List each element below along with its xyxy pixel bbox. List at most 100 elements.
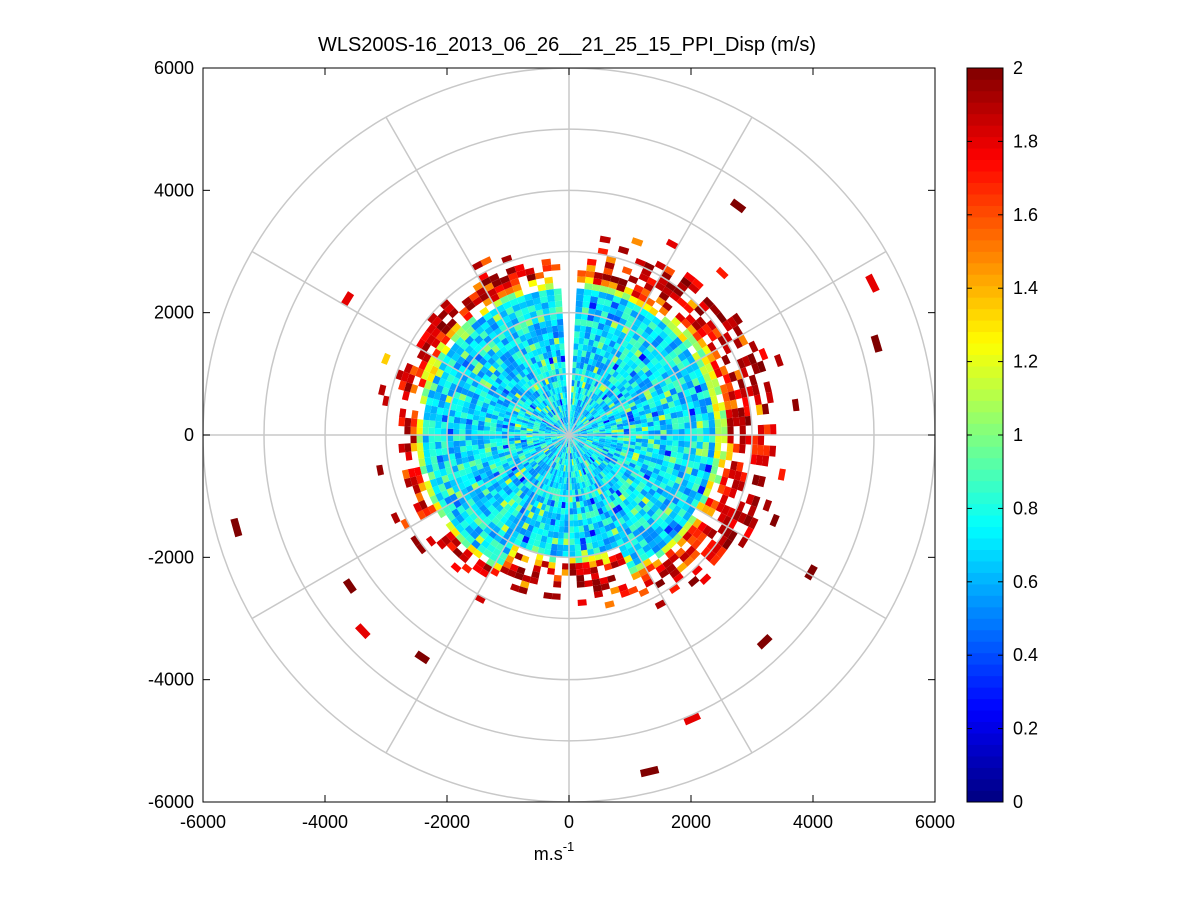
data-cell xyxy=(669,291,681,302)
data-cell xyxy=(569,508,574,515)
data-cell xyxy=(466,413,474,420)
data-cell xyxy=(524,400,532,407)
data-cell xyxy=(707,412,715,421)
data-cell xyxy=(464,395,473,403)
data-cell xyxy=(652,395,661,403)
data-cell xyxy=(618,509,627,518)
data-cell xyxy=(575,550,582,558)
colorbar-tick-label: 0 xyxy=(1013,792,1023,812)
data-cell xyxy=(666,429,673,435)
data-cell xyxy=(540,516,547,524)
data-cell xyxy=(447,441,454,448)
data-cell xyxy=(515,489,523,497)
data-cell xyxy=(489,477,498,485)
data-cell xyxy=(474,404,482,412)
data-cell xyxy=(777,468,786,481)
data-cell xyxy=(563,398,566,405)
data-cell xyxy=(588,377,594,385)
data-cell xyxy=(502,438,509,442)
data-cell xyxy=(420,330,431,342)
data-cell xyxy=(608,494,616,502)
data-cell xyxy=(502,280,513,290)
data-cell xyxy=(516,401,523,408)
data-cell xyxy=(635,438,643,443)
data-cell xyxy=(575,368,580,375)
data-cell xyxy=(484,421,491,427)
data-cell xyxy=(663,265,676,276)
data-cell xyxy=(494,284,505,294)
data-cell xyxy=(663,390,672,398)
data-cell xyxy=(748,517,759,530)
data-cell xyxy=(677,508,687,518)
data-cell xyxy=(431,463,440,472)
data-cell xyxy=(580,387,585,395)
data-cell xyxy=(650,504,660,513)
data-cell xyxy=(588,384,594,392)
data-cell xyxy=(563,410,567,418)
data-cell xyxy=(588,554,596,562)
data-cell xyxy=(468,402,477,410)
data-cell xyxy=(644,369,653,378)
data-cell xyxy=(550,500,555,507)
data-cell xyxy=(530,356,537,365)
data-cell xyxy=(573,439,578,445)
data-cell xyxy=(632,412,640,418)
data-cell xyxy=(676,537,687,548)
polar-grid xyxy=(203,68,935,802)
data-cell xyxy=(521,459,529,465)
data-cell xyxy=(545,438,552,442)
data-cell xyxy=(555,494,560,502)
data-cell xyxy=(524,382,531,390)
data-cell xyxy=(623,425,630,430)
data-cell xyxy=(422,507,432,518)
data-cell xyxy=(615,365,623,374)
data-cell xyxy=(454,452,462,460)
data-cell xyxy=(565,440,568,447)
data-cell xyxy=(586,438,593,442)
data-cell xyxy=(599,513,607,521)
data-cell xyxy=(577,488,582,496)
data-cell xyxy=(630,499,638,508)
data-cell xyxy=(577,599,587,606)
data-cell xyxy=(545,282,554,290)
data-cell xyxy=(652,558,663,569)
data-cell xyxy=(440,334,451,346)
data-cell xyxy=(579,537,587,545)
data-cell xyxy=(460,412,468,419)
data-cell xyxy=(515,504,523,512)
data-cell xyxy=(484,443,491,449)
data-cell xyxy=(608,554,618,563)
data-cell xyxy=(449,459,457,467)
data-cell xyxy=(610,347,618,356)
data-cell xyxy=(565,447,568,454)
data-cell xyxy=(528,467,535,474)
data-cell xyxy=(638,410,646,416)
data-cell xyxy=(479,483,488,492)
data-cell xyxy=(592,440,599,443)
data-cell xyxy=(465,325,476,336)
data-cell xyxy=(575,412,579,419)
data-cell xyxy=(690,421,697,429)
data-cell xyxy=(499,565,510,575)
data-cell xyxy=(742,514,753,527)
data-cell xyxy=(730,399,738,410)
data-cell xyxy=(721,435,728,444)
data-cell xyxy=(702,487,712,498)
data-cell xyxy=(445,531,456,542)
data-cell xyxy=(633,416,641,421)
data-cell xyxy=(584,370,590,377)
data-cell xyxy=(656,387,664,396)
data-cell xyxy=(421,341,431,353)
data-cell xyxy=(627,377,636,385)
data-cell xyxy=(696,428,704,435)
x-tick-label: 2000 xyxy=(671,812,711,832)
data-cell xyxy=(551,475,556,482)
data-cell xyxy=(655,563,666,574)
data-cell xyxy=(616,423,624,428)
data-cell xyxy=(552,401,557,408)
data-cell xyxy=(617,245,630,255)
data-cell xyxy=(533,479,540,487)
data-cell xyxy=(630,481,639,489)
data-cell xyxy=(545,465,551,473)
data-cell xyxy=(471,444,479,451)
